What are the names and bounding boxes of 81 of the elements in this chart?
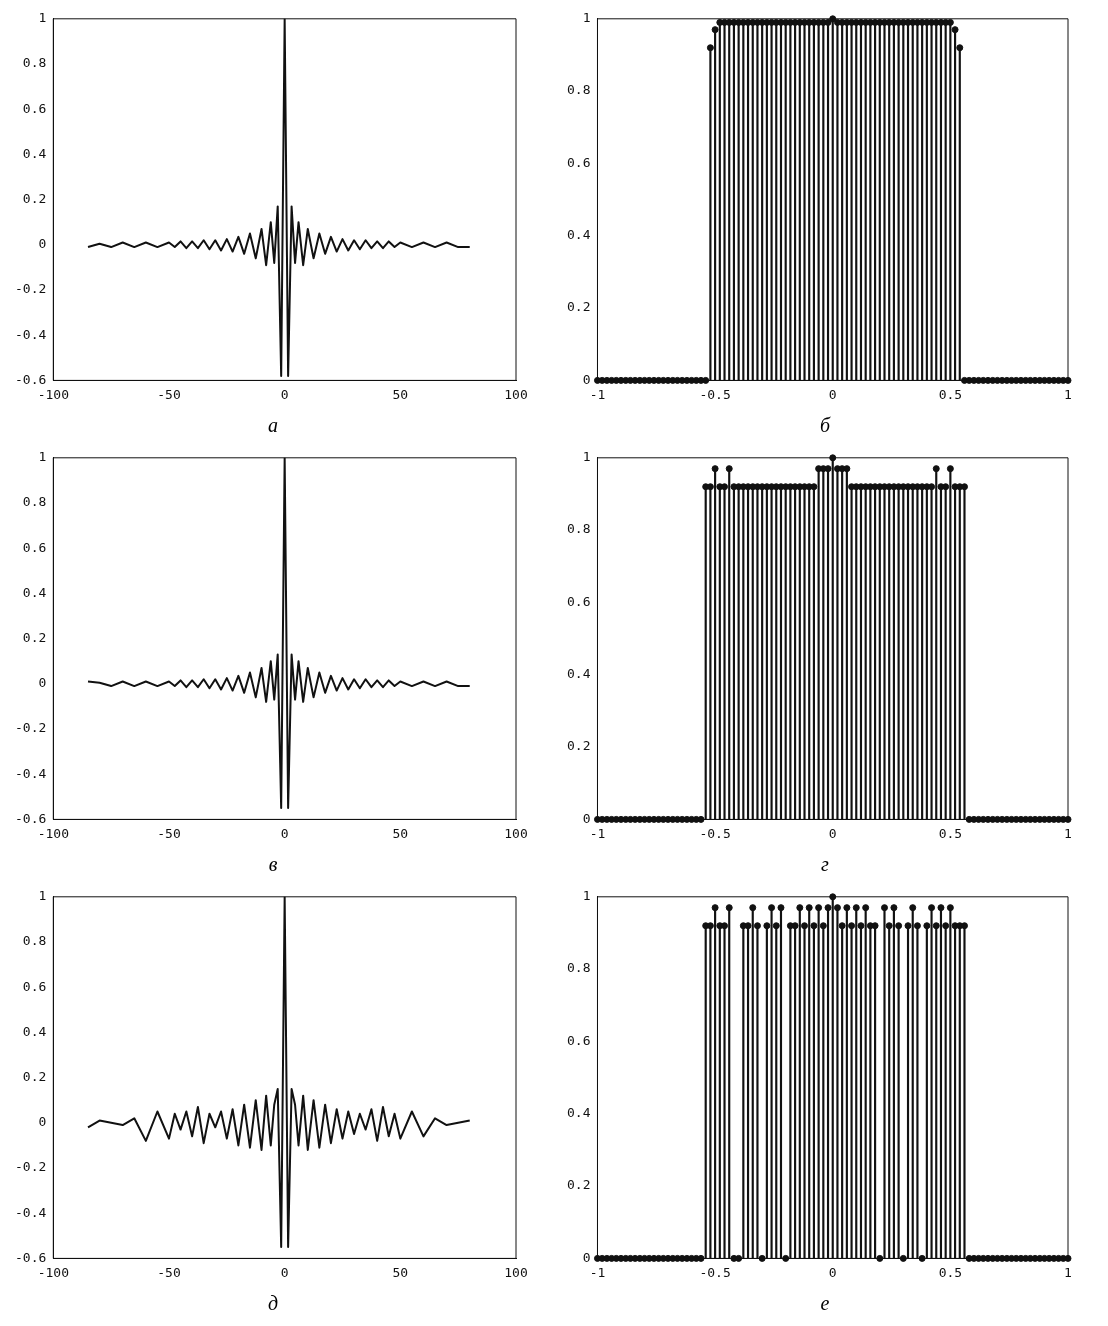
y-tick-label: 1 <box>582 449 591 465</box>
x-tick-label: -0.5 <box>699 825 731 841</box>
y-tick-label: -0.6 <box>14 371 47 387</box>
x-tick-label: 0 <box>280 825 289 841</box>
x-tick-label: 50 <box>392 825 409 841</box>
y-tick-label: -0.6 <box>14 810 47 826</box>
y-tick-label: 0.8 <box>567 521 591 537</box>
y-tick-label: 0.6 <box>22 100 47 116</box>
x-tick-label: 0 <box>828 1264 837 1280</box>
y-tick-label: -0.2 <box>14 281 47 297</box>
y-tick-label: 0 <box>582 1249 591 1265</box>
y-tick-label: 0 <box>38 675 47 691</box>
y-tick-label: 0.4 <box>22 145 47 161</box>
x-tick-label: -100 <box>37 825 69 841</box>
x-tick-label: 100 <box>504 386 528 402</box>
x-axis-title: в <box>268 853 278 876</box>
x-tick-label: -50 <box>157 825 181 841</box>
x-tick-label: 50 <box>392 1264 409 1280</box>
x-tick-label: -1 <box>589 825 606 841</box>
y-tick-label: 0.8 <box>22 494 47 510</box>
y-tick-label: -0.4 <box>14 765 47 781</box>
y-tick-label: 1 <box>582 888 591 904</box>
y-tick-label: 1 <box>38 10 47 26</box>
x-axis-title: г <box>821 853 829 876</box>
y-tick-label: 0.8 <box>22 55 47 71</box>
y-tick-label: 0.2 <box>22 1068 47 1084</box>
x-axis-title: б <box>819 414 831 437</box>
x-tick-label: 0 <box>280 1264 289 1280</box>
y-tick-label: 0.4 <box>22 584 47 600</box>
y-tick-label: 0.4 <box>567 666 591 682</box>
y-tick-label: 0.6 <box>567 593 591 609</box>
x-tick-label: 0 <box>828 825 837 841</box>
x-axis-title: а <box>268 414 278 437</box>
y-tick-label: 0.6 <box>567 154 591 170</box>
y-tick-label: 0.2 <box>22 190 47 206</box>
x-tick-label: -50 <box>157 386 181 402</box>
x-tick-label: -100 <box>37 386 69 402</box>
y-tick-label: -0.4 <box>14 326 47 342</box>
x-tick-label: 1 <box>1064 825 1072 841</box>
x-tick-label: -1 <box>589 1264 606 1280</box>
y-tick-label: 0.6 <box>22 978 47 994</box>
x-axis-title: д <box>267 1292 279 1315</box>
y-tick-label: 1 <box>582 10 591 26</box>
x-tick-label: 1 <box>1064 1264 1072 1280</box>
x-tick-label: -50 <box>157 1264 181 1280</box>
y-tick-label: 0 <box>582 810 591 826</box>
x-tick-label: 0.5 <box>938 386 963 402</box>
x-tick-label: 50 <box>392 386 409 402</box>
y-tick-label: 0.6 <box>567 1032 591 1048</box>
y-tick-label: 0.2 <box>22 629 47 645</box>
x-tick-label: -0.5 <box>699 1264 731 1280</box>
x-tick-label: 0 <box>280 386 289 402</box>
x-tick-label: -1 <box>589 386 606 402</box>
y-tick-label: 0.2 <box>567 1177 591 1193</box>
x-tick-label: 100 <box>504 1264 528 1280</box>
y-tick-label: -0.2 <box>14 1159 47 1175</box>
x-tick-label: 1 <box>1064 386 1072 402</box>
y-tick-label: -0.2 <box>14 720 47 736</box>
y-tick-label: 0.2 <box>567 738 591 754</box>
y-tick-label: 0.4 <box>567 1105 591 1121</box>
x-tick-label: -0.5 <box>699 386 731 402</box>
y-tick-label: -0.4 <box>14 1204 47 1220</box>
y-tick-label: 0.4 <box>567 227 591 243</box>
y-tick-label: 0.6 <box>22 539 47 555</box>
x-tick-label: 100 <box>504 825 528 841</box>
y-tick-label: 0 <box>582 371 591 387</box>
x-tick-label: 0.5 <box>938 1264 963 1280</box>
x-tick-label: -100 <box>37 1264 69 1280</box>
x-tick-label: 0.5 <box>938 825 963 841</box>
y-tick-label: 0.8 <box>567 960 591 976</box>
y-tick-label: 0.8 <box>567 82 591 98</box>
y-tick-label: 0.2 <box>567 299 591 315</box>
y-tick-label: 0 <box>38 236 47 252</box>
x-tick-label: 0 <box>828 386 837 402</box>
y-tick-label: 1 <box>38 449 47 465</box>
y-tick-label: 1 <box>38 888 47 904</box>
y-tick-label: 0 <box>38 1114 47 1130</box>
y-tick-label: 0.4 <box>22 1023 47 1039</box>
y-tick-label: 0.8 <box>22 933 47 949</box>
x-axis-title: е <box>820 1292 830 1315</box>
y-tick-label: -0.6 <box>14 1249 47 1265</box>
